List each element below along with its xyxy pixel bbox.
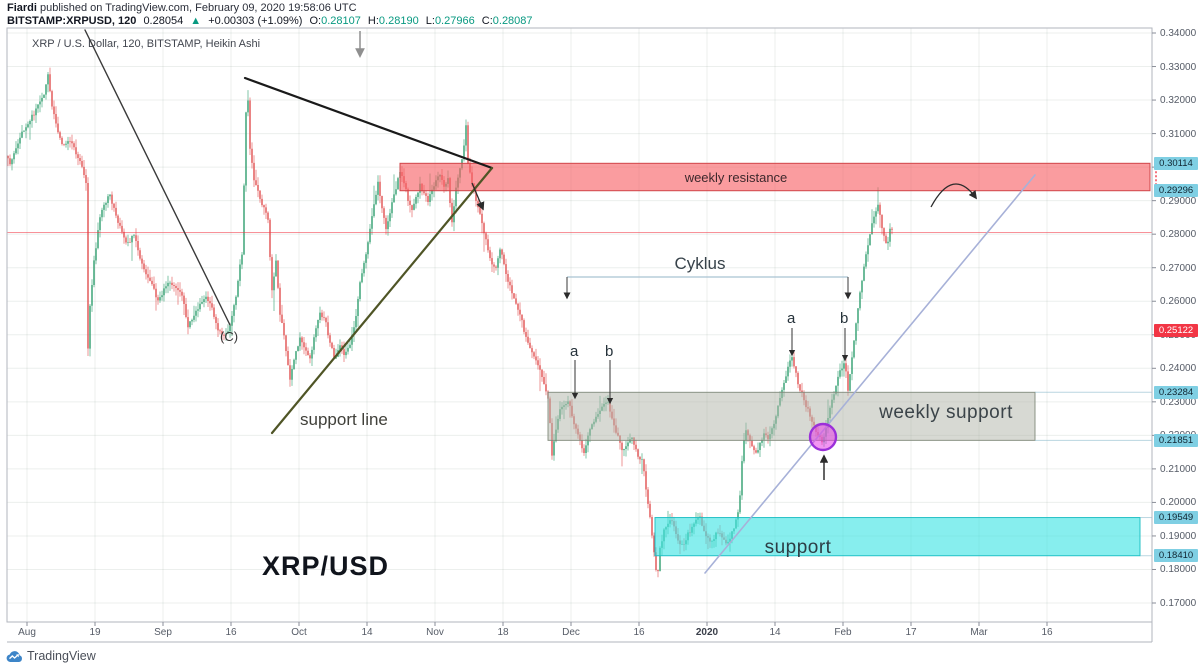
x-tick-label: 16 xyxy=(225,627,237,638)
y-tick-label: 0.32000 xyxy=(1160,95,1197,107)
support-band[interactable] xyxy=(654,517,1141,557)
tradingview-footer: TradingView xyxy=(6,647,96,665)
x-tick-label: 19 xyxy=(89,627,101,638)
weekly-resistance-band[interactable] xyxy=(399,162,1151,192)
x-tick-label: 17 xyxy=(905,627,917,638)
y-tick-label: 0.33000 xyxy=(1160,61,1197,73)
y-tick-label: 0.20000 xyxy=(1160,497,1197,509)
candle-wicks-up xyxy=(11,72,891,572)
y-tick-label: 0.21000 xyxy=(1160,463,1197,475)
y-axis-chip-0.29296: 0.29296 xyxy=(1154,184,1198,198)
entry-highlight-circle[interactable] xyxy=(808,422,838,452)
y-tick-label: 0.27000 xyxy=(1160,262,1197,274)
tradingview-logo-text[interactable]: TradingView xyxy=(27,649,96,663)
y-axis-chip-0.21851: 0.21851 xyxy=(1154,433,1198,447)
triangle-upper-line[interactable] xyxy=(243,76,494,170)
price-axis[interactable]: 0.340000.330000.320000.310000.300000.290… xyxy=(1152,28,1200,645)
x-tick-label: Mar xyxy=(970,627,988,638)
tradingview-cloud-icon xyxy=(6,650,22,662)
weekly-support-band[interactable] xyxy=(547,391,1036,441)
x-tick-label: Feb xyxy=(834,627,852,638)
plot-frame xyxy=(6,27,1153,623)
time-axis[interactable]: Aug 19 Sep 16 Oct 14 Nov 18 Dec 16 2020 14 Feb 17 Mar 1… xyxy=(0,623,1152,642)
y-axis-chip-0.19549: 0.19549 xyxy=(1154,511,1198,525)
x-tick-label: 18 xyxy=(497,627,509,638)
x-tick-label: Nov xyxy=(426,627,444,638)
breakdown-arrow[interactable] xyxy=(471,182,485,211)
y-tick-label: 0.17000 xyxy=(1160,598,1197,609)
x-tick-label: 16 xyxy=(633,627,645,638)
x-tick-label: 2020 xyxy=(695,627,719,638)
x-tick-label: Aug xyxy=(18,627,36,638)
candle-bodies-down xyxy=(7,74,893,572)
y-tick-label: 0.19000 xyxy=(1160,530,1197,542)
x-tick-label: Sep xyxy=(154,627,172,638)
y-axis-chip-0.25122: 0.25122 xyxy=(1154,324,1198,338)
x-tick-label: 14 xyxy=(769,627,781,638)
descending-line[interactable] xyxy=(84,29,231,326)
y-tick-label: 0.31000 xyxy=(1160,128,1197,140)
y-tick-label: 0.29000 xyxy=(1160,195,1197,207)
x-tick-label: 16 xyxy=(1041,627,1053,638)
rising-blue-trendline[interactable] xyxy=(704,174,1036,574)
y-tick-label: 0.18000 xyxy=(1160,564,1197,576)
y-axis-chip-0.30114: 0.30114 xyxy=(1154,156,1198,170)
y-tick-label: 0.24000 xyxy=(1160,363,1197,375)
y-tick-label: 0.34000 xyxy=(1160,28,1197,39)
y-tick-label: 0.23000 xyxy=(1160,396,1197,408)
x-tick-label: 14 xyxy=(361,627,373,638)
x-tick-label: Oct xyxy=(291,627,307,638)
x-tick-label: Dec xyxy=(562,627,580,638)
support-trendline[interactable] xyxy=(270,166,494,435)
chart-plot-area[interactable] xyxy=(7,28,1152,622)
y-tick-label: 0.26000 xyxy=(1160,296,1197,308)
y-axis-chip-0.18410: 0.18410 xyxy=(1154,549,1198,563)
y-tick-label: 0.28000 xyxy=(1160,229,1197,241)
y-axis-chip-0.23284: 0.23284 xyxy=(1154,385,1198,399)
hop-arc-arrow[interactable] xyxy=(930,183,977,208)
